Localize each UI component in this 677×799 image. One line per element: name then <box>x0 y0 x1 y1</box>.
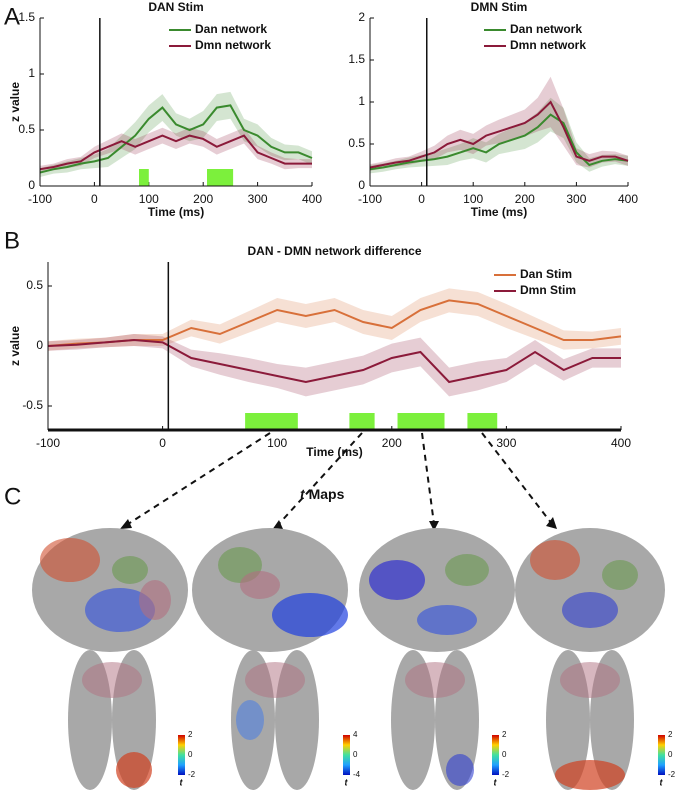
x-tick-label: 0 <box>418 192 425 206</box>
x-tick-label: 300 <box>566 192 586 206</box>
colorbar <box>658 735 665 775</box>
maps-title: t Maps <box>300 486 345 502</box>
x-tick-label: 200 <box>193 192 213 206</box>
colorbar-tick: 2 <box>668 730 673 739</box>
colorbar-tick: 0 <box>188 750 193 759</box>
x-tick-label: 400 <box>302 192 322 206</box>
series-line <box>39 104 313 174</box>
series-line <box>39 134 312 171</box>
colorbar-label: t <box>660 777 664 787</box>
x-tick-label: 0 <box>91 192 98 206</box>
series-line <box>369 113 629 171</box>
y-tick-label: 0.5 <box>18 122 35 136</box>
colorbar-label: t <box>494 777 498 787</box>
colorbar-tick: -2 <box>188 770 196 779</box>
significance-bar <box>245 413 298 430</box>
y-tick-label: 1 <box>28 66 35 80</box>
significance-bar <box>349 413 375 430</box>
y-tick-label: -0.5 <box>22 398 43 412</box>
legend-label: Dmn Stim <box>520 283 576 297</box>
arrows <box>124 432 553 527</box>
colorbar-tick: 0 <box>502 750 507 759</box>
x-tick-label: 200 <box>382 436 402 450</box>
legend-label: Dmn network <box>195 38 271 52</box>
chart-title: DAN - DMN network difference <box>247 244 421 258</box>
y-tick-label: 0.5 <box>348 136 365 150</box>
error-band <box>48 334 621 397</box>
significance-bar <box>207 169 234 186</box>
colorbar <box>492 735 499 775</box>
y-tick-label: 1 <box>358 94 365 108</box>
maps-symbol: t <box>300 486 306 502</box>
legend-label: Dan network <box>510 22 582 36</box>
colorbar-tick: -2 <box>668 770 676 779</box>
y-tick-label: 1.5 <box>18 10 35 24</box>
chart-title: DAN Stim <box>148 0 203 14</box>
y-axis-label: z value <box>8 326 22 366</box>
panel-label: B <box>4 227 20 254</box>
colorbar-tick: -2 <box>502 770 510 779</box>
legend-label: Dan Stim <box>520 267 572 281</box>
y-tick-label: 0 <box>28 178 35 192</box>
legend-label: Dan network <box>195 22 267 36</box>
error-band <box>40 91 312 178</box>
y-tick-label: 0 <box>36 338 43 352</box>
colorbar-label: t <box>180 777 184 787</box>
x-tick-label: 100 <box>267 436 287 450</box>
x-tick-label: -100 <box>28 192 52 206</box>
legend-label: Dmn network <box>510 38 586 52</box>
colorbar <box>178 735 185 775</box>
x-axis-label: Time (ms) <box>306 445 362 459</box>
significance-bar <box>397 413 445 430</box>
series-line <box>369 100 629 169</box>
error-band <box>370 76 628 171</box>
significance-bar <box>467 413 498 430</box>
y-tick-label: 1.5 <box>348 52 365 66</box>
panel-label: A <box>4 3 20 30</box>
y-tick-label: 2 <box>358 10 365 24</box>
colorbar-tick: 2 <box>188 730 193 739</box>
series-line <box>47 338 621 384</box>
y-axis-label: z value <box>8 82 22 122</box>
x-axis-label: Time (ms) <box>471 205 527 219</box>
colorbar <box>343 735 350 775</box>
maps-title-text: Maps <box>309 486 345 502</box>
colorbar-tick: 0 <box>353 750 358 759</box>
x-tick-label: -100 <box>358 192 382 206</box>
x-tick-label: 0 <box>159 436 166 450</box>
brain-maps <box>32 528 665 790</box>
x-axis-label: Time (ms) <box>148 205 204 219</box>
error-band <box>370 97 628 174</box>
colorbar-tick: -4 <box>353 770 361 779</box>
x-tick-label: 300 <box>496 436 516 450</box>
arrow-heads <box>120 517 557 531</box>
x-tick-label: 400 <box>618 192 638 206</box>
x-tick-label: 100 <box>463 192 483 206</box>
colorbar-tick: 4 <box>353 730 358 739</box>
x-tick-label: -100 <box>36 436 60 450</box>
colorbar-label: t <box>345 777 349 787</box>
significance-bar <box>139 169 149 186</box>
x-tick-label: 300 <box>248 192 268 206</box>
chart-title: DMN Stim <box>471 0 528 14</box>
error-band <box>40 127 312 173</box>
x-tick-label: 400 <box>611 436 631 450</box>
y-tick-label: 0 <box>358 178 365 192</box>
x-tick-label: 200 <box>515 192 535 206</box>
x-tick-label: 100 <box>139 192 159 206</box>
panel-label: C <box>4 483 21 510</box>
colorbar-tick: 2 <box>502 730 507 739</box>
y-tick-label: 0.5 <box>26 278 43 292</box>
colorbar-tick: 0 <box>668 750 673 759</box>
